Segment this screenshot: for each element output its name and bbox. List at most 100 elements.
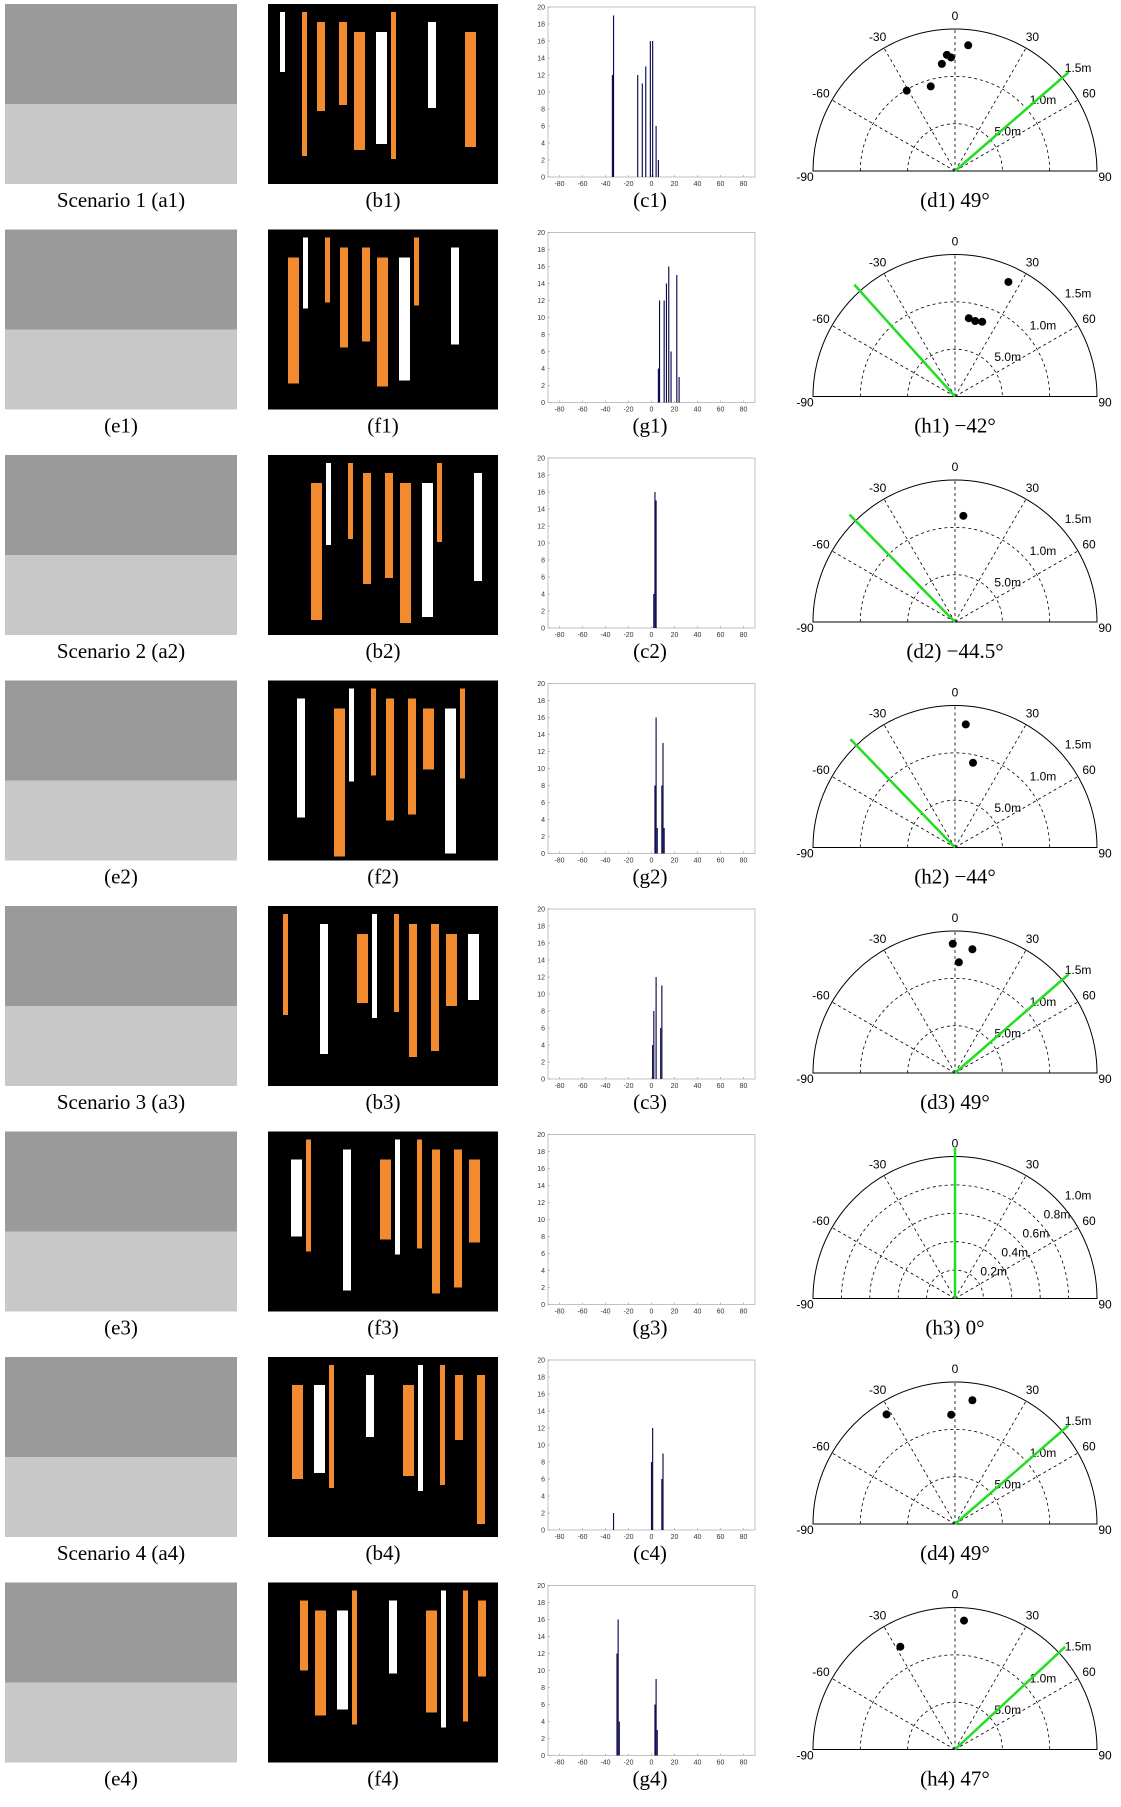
- caption: (b3): [366, 1090, 401, 1114]
- mask-stripe: [385, 473, 393, 578]
- x-tick-label: 80: [740, 407, 748, 414]
- bar: [618, 1721, 620, 1756]
- y-tick-label: 14: [537, 507, 545, 514]
- caption: (c1): [633, 188, 667, 212]
- x-tick-label: -40: [600, 1083, 610, 1090]
- mask-stripe: [428, 22, 436, 108]
- bar: [655, 717, 657, 854]
- y-tick-label: 6: [541, 1026, 545, 1033]
- mask: [268, 906, 498, 1086]
- y-tick-label: 14: [537, 732, 545, 739]
- y-tick-label: 18: [537, 698, 545, 705]
- bar: [654, 1704, 656, 1756]
- obstacle-point: [926, 82, 935, 91]
- ring-label: 0.2m: [980, 1265, 1007, 1279]
- mask-stripe: [283, 914, 288, 1015]
- angle-label: 30: [1026, 706, 1040, 720]
- y-tick-label: 14: [537, 281, 545, 288]
- ring-label: 1.0m: [1030, 93, 1057, 107]
- caption: (b1): [366, 188, 401, 212]
- obstacle-point: [960, 1616, 969, 1625]
- x-tick-label: 0: [650, 632, 654, 639]
- mask-stripe: [302, 12, 307, 156]
- obstacle-point: [964, 41, 973, 50]
- caption: (h2) −44°: [914, 865, 996, 889]
- y-tick-label: 16: [537, 715, 545, 722]
- mask-stripe: [348, 463, 353, 539]
- photo-floor: [5, 1457, 237, 1537]
- y-tick-label: 18: [537, 1149, 545, 1156]
- heading-line: [954, 1645, 1066, 1751]
- bar: [650, 1462, 653, 1530]
- caption: (d3) 49°: [920, 1090, 990, 1114]
- x-tick-label: 40: [694, 1083, 702, 1090]
- caption: (c4): [633, 1541, 667, 1565]
- mask: [268, 680, 498, 861]
- mask-stripe: [343, 1149, 351, 1291]
- mask-stripe: [280, 12, 285, 72]
- plot-frame: [547, 908, 756, 1080]
- mask-stripe: [311, 483, 322, 620]
- caption: (g4): [633, 1767, 668, 1791]
- mask-stripe: [362, 247, 370, 342]
- caption: (d1) 49°: [920, 188, 990, 212]
- ring-label: 5.0m: [994, 1478, 1021, 1492]
- mask-stripe: [288, 257, 299, 384]
- y-tick-label: 12: [537, 1200, 545, 1207]
- y-tick-label: 12: [537, 524, 545, 531]
- ring-label: 1.5m: [1065, 738, 1092, 752]
- obstacle-point: [961, 720, 970, 729]
- angle-label: 90: [1098, 1298, 1112, 1312]
- ring-label: 5.0m: [994, 350, 1021, 364]
- x-tick-label: 20: [671, 407, 679, 414]
- y-tick-label: 18: [537, 473, 545, 480]
- mask-stripe: [437, 463, 442, 542]
- angle-label: -60: [812, 989, 830, 1003]
- obstacle-point: [896, 1642, 905, 1651]
- spoke: [831, 1001, 956, 1074]
- bar: [637, 75, 639, 177]
- x-tick-label: -20: [623, 1083, 633, 1090]
- y-tick-label: 2: [541, 158, 545, 165]
- y-tick-label: 16: [537, 1392, 545, 1399]
- y-tick-label: 12: [537, 749, 545, 756]
- ring: [907, 800, 1003, 848]
- ring-label: 1.0m: [1065, 1189, 1092, 1203]
- caption: (g2): [633, 865, 668, 889]
- bar: [678, 377, 680, 403]
- x-tick-label: 0: [650, 858, 654, 865]
- y-tick-label: 8: [541, 107, 545, 114]
- mask-stripe: [445, 708, 456, 854]
- angle-label: -60: [812, 312, 830, 326]
- y-tick-label: 2: [541, 1511, 545, 1518]
- y-tick-label: 18: [537, 924, 545, 931]
- y-tick-label: 16: [537, 1166, 545, 1173]
- y-tick-label: 20: [537, 456, 545, 463]
- spoke: [954, 47, 1027, 172]
- y-tick-label: 10: [537, 90, 545, 97]
- y-tick-label: 0: [541, 175, 545, 182]
- mask-stripe: [454, 1149, 462, 1288]
- angle-label: -90: [796, 1072, 814, 1086]
- bar: [655, 1679, 657, 1756]
- spoke: [954, 949, 1027, 1074]
- ring-label: 0.8m: [1044, 1208, 1071, 1222]
- plot-frame: [547, 6, 756, 178]
- bar: [662, 1453, 664, 1530]
- mask-stripe: [460, 688, 465, 779]
- angle-label: 90: [1098, 170, 1112, 184]
- angle-label: 30: [1026, 1608, 1040, 1622]
- x-tick-label: -80: [554, 1534, 564, 1541]
- heading-line: [954, 1424, 1070, 1525]
- x-tick-label: -40: [600, 632, 610, 639]
- spoke: [831, 1452, 956, 1525]
- angle-label: 0: [952, 235, 959, 249]
- mask-stripe: [440, 1365, 445, 1485]
- angle-label: 90: [1098, 1523, 1112, 1537]
- x-tick-label: -60: [577, 858, 587, 865]
- y-tick-label: 10: [537, 992, 545, 999]
- heading-line: [853, 283, 956, 398]
- angle-label: 0: [952, 1588, 959, 1602]
- x-tick-label: 80: [740, 1083, 748, 1090]
- y-tick-label: 10: [537, 541, 545, 548]
